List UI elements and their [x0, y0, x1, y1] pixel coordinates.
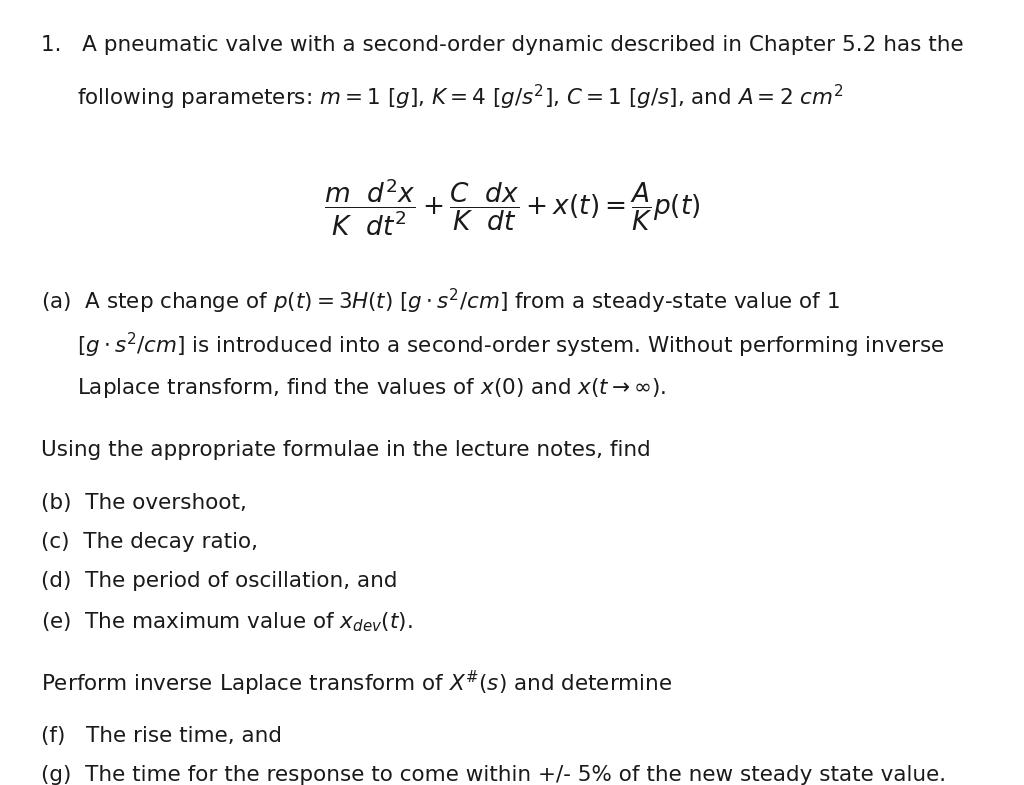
Text: (g)  The time for the response to come within +/- 5% of the new steady state val: (g) The time for the response to come wi… — [41, 765, 946, 785]
Text: (c)  The decay ratio,: (c) The decay ratio, — [41, 532, 258, 552]
Text: 1.   A pneumatic valve with a second-order dynamic described in Chapter 5.2 has : 1. A pneumatic valve with a second-order… — [41, 35, 964, 55]
Text: following parameters: $m = 1\ [g]$, $K = 4\ [g/s^2]$, $C = 1\ [g/s]$, and $A = 2: following parameters: $m = 1\ [g]$, $K =… — [77, 82, 844, 111]
Text: $\dfrac{m\ \ d^2x}{K\ \ dt^2} + \dfrac{C\ \ dx}{K\ \ dt} + x(t) = \dfrac{A}{K}p(: $\dfrac{m\ \ d^2x}{K\ \ dt^2} + \dfrac{C… — [324, 177, 700, 238]
Text: Using the appropriate formulae in the lecture notes, find: Using the appropriate formulae in the le… — [41, 440, 650, 459]
Text: Laplace transform, find the values of $x(0)$ and $x(t \rightarrow \infty)$.: Laplace transform, find the values of $x… — [77, 376, 667, 400]
Text: (e)  The maximum value of $x_{dev}(t)$.: (e) The maximum value of $x_{dev}(t)$. — [41, 611, 413, 634]
Text: (d)  The period of oscillation, and: (d) The period of oscillation, and — [41, 571, 397, 591]
Text: (a)  A step change of $p(t) = 3H(t)\ [g \cdot s^2/cm]$ from a steady-state value: (a) A step change of $p(t) = 3H(t)\ [g \… — [41, 287, 840, 316]
Text: $[g \cdot s^2/cm]$ is introduced into a second-order system. Without performing : $[g \cdot s^2/cm]$ is introduced into a … — [77, 331, 944, 360]
Text: (b)  The overshoot,: (b) The overshoot, — [41, 493, 247, 513]
Text: Perform inverse Laplace transform of $X^{\#}(s)$ and determine: Perform inverse Laplace transform of $X^… — [41, 669, 673, 698]
Text: (f)   The rise time, and: (f) The rise time, and — [41, 726, 282, 746]
